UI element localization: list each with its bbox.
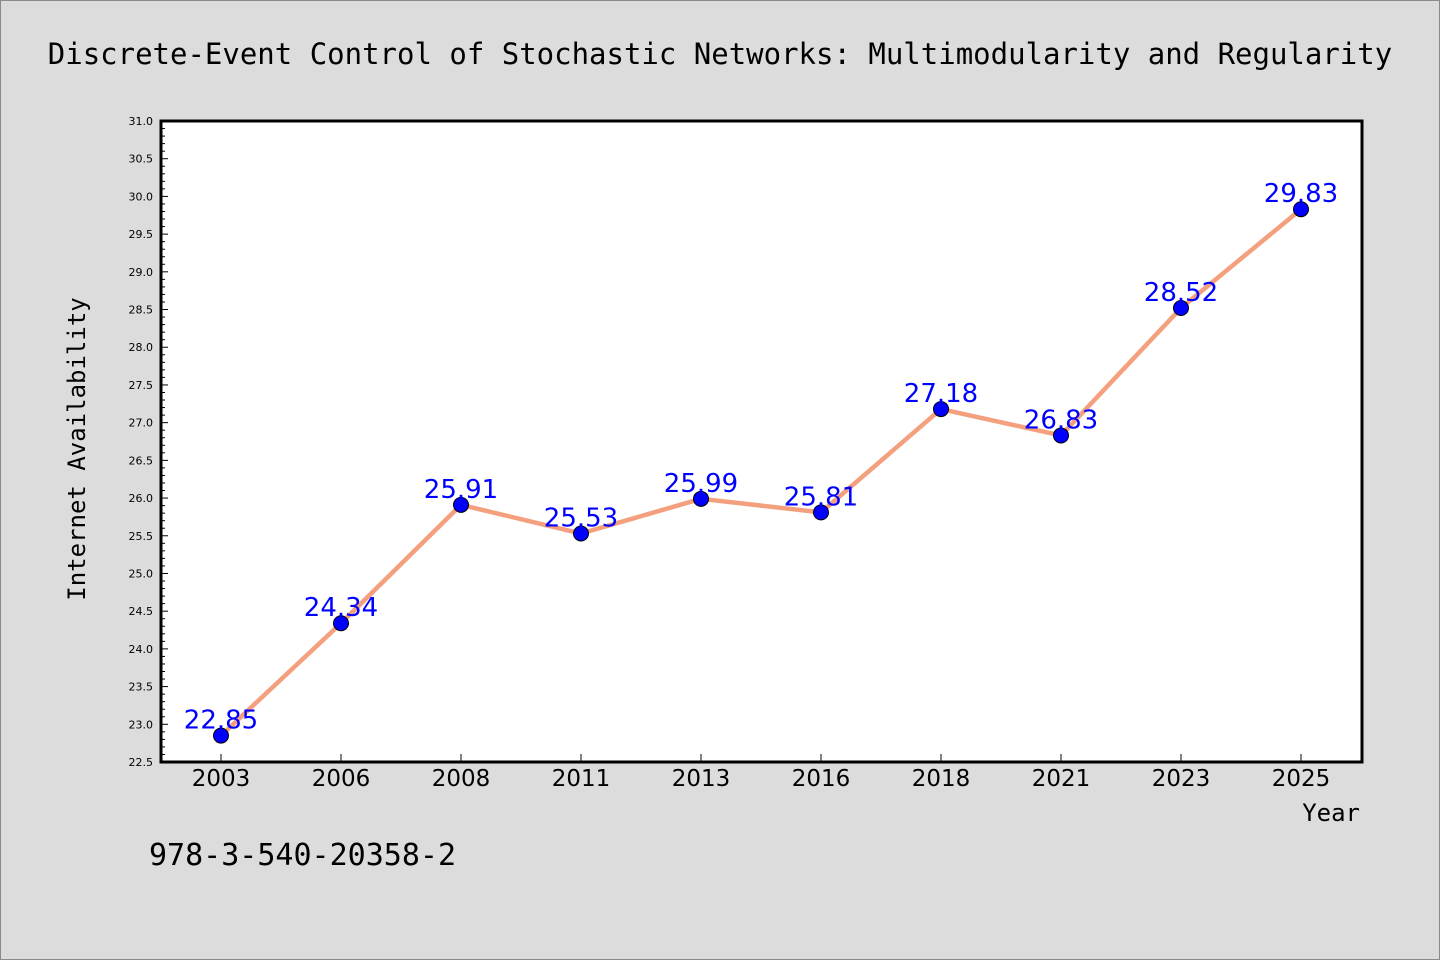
data-point bbox=[933, 401, 949, 418]
y-tick-label: 25.5 bbox=[129, 530, 154, 543]
y-tick-label: 30.5 bbox=[129, 153, 154, 166]
data-point bbox=[1053, 427, 1069, 444]
x-axis: 2003 2006 2008 2011 2013 2016 2018 2021 2023 2025 bbox=[192, 754, 1331, 792]
x-tick-label: 2013 bbox=[672, 766, 731, 792]
data-point bbox=[213, 727, 229, 744]
data-point bbox=[453, 496, 469, 513]
x-tick-label: 2023 bbox=[1152, 766, 1211, 792]
y-tick-label: 22.5 bbox=[129, 756, 154, 769]
y-tick-label: 25.0 bbox=[129, 567, 154, 580]
y-tick-label: 31.0 bbox=[129, 115, 154, 128]
y-tick-label: 24.0 bbox=[129, 643, 154, 656]
y-tick-label: 27.0 bbox=[129, 417, 154, 430]
y-tick-label: 28.0 bbox=[129, 341, 154, 354]
data-label: 22.85 bbox=[184, 706, 258, 736]
data-point bbox=[573, 525, 589, 542]
y-tick-label: 23.5 bbox=[129, 681, 154, 694]
data-label: 25.53 bbox=[544, 504, 618, 534]
y-tick-label: 29.0 bbox=[129, 266, 154, 279]
data-label: 27.18 bbox=[904, 379, 978, 409]
y-tick-label: 27.5 bbox=[129, 379, 154, 392]
data-point bbox=[693, 490, 709, 507]
data-point bbox=[333, 615, 349, 632]
x-tick-label: 2011 bbox=[552, 766, 611, 792]
data-label: 26.83 bbox=[1024, 405, 1098, 435]
x-tick-label: 2016 bbox=[792, 766, 851, 792]
x-tick-label: 2025 bbox=[1272, 766, 1331, 792]
x-tick-label: 2018 bbox=[912, 766, 971, 792]
plot-frame bbox=[159, 119, 1364, 764]
data-label: 28.52 bbox=[1144, 278, 1218, 308]
y-tick-label: 30.0 bbox=[129, 190, 154, 203]
x-tick-label: 2021 bbox=[1032, 766, 1091, 792]
x-tick-label: 2003 bbox=[192, 766, 251, 792]
chart-title: Discrete-Event Control of Stochastic Net… bbox=[48, 37, 1392, 71]
series-line bbox=[219, 207, 1303, 738]
y-tick-label: 29.5 bbox=[129, 228, 154, 241]
y-tick-label: 28.5 bbox=[129, 304, 154, 317]
series-layer: 22.85 24.34 25.91 25.53 25.99 25.81 27.18 26.83… bbox=[184, 179, 1338, 744]
y-tick-label: 23.0 bbox=[129, 718, 154, 731]
y-tick-label: 26.5 bbox=[129, 454, 154, 467]
plot-area bbox=[161, 121, 1362, 762]
data-point bbox=[1293, 201, 1309, 218]
x-axis-label: Year bbox=[1302, 799, 1360, 827]
x-tick-label: 2008 bbox=[432, 766, 491, 792]
data-label: 24.34 bbox=[304, 593, 378, 623]
x-tick-label: 2006 bbox=[312, 766, 371, 792]
y-tick-label: 26.0 bbox=[129, 492, 154, 505]
y-axis-label: Internet Availability bbox=[63, 297, 91, 600]
data-label: 25.81 bbox=[784, 482, 858, 512]
y-tick-label: 24.5 bbox=[129, 605, 154, 618]
data-label: 25.91 bbox=[424, 475, 498, 505]
data-point bbox=[813, 504, 829, 521]
data-label: 25.99 bbox=[664, 469, 738, 499]
data-point bbox=[1173, 300, 1189, 317]
data-label: 29.83 bbox=[1264, 179, 1338, 209]
isbn-annotation: 978-3-540-20358-2 bbox=[149, 838, 456, 873]
